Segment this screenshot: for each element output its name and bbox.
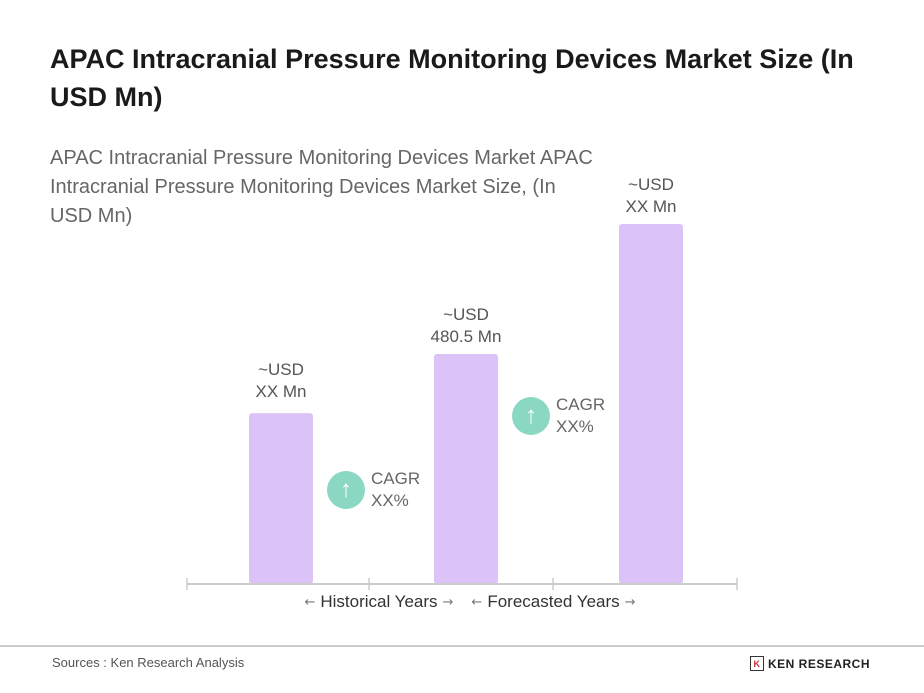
period-label: Forecasted Years — [487, 592, 620, 611]
logo-text: KEN RESEARCH — [768, 656, 871, 671]
cagr-label: CAGR — [556, 395, 606, 414]
period-forecast: ← Forecasted Years → — [471, 592, 635, 612]
bar-2 — [434, 354, 498, 584]
ken-research-logo: K KEN RESEARCH — [750, 656, 870, 671]
arrow-left-icon: ← — [471, 594, 483, 610]
data-label-line: 480.5 Mn — [430, 327, 502, 346]
source-note: Sources : Ken Research Analysis — [52, 655, 245, 670]
arrow-up-icon: ↑ — [512, 397, 550, 435]
arrow-up-icon: ↑ — [327, 471, 365, 509]
data-label-line: ~USD — [628, 175, 674, 194]
cagr-badge-2: ↑ CAGR XX% — [512, 394, 605, 438]
chart-title: APAC Intracranial Pressure Monitoring De… — [50, 44, 854, 112]
period-legend: ← Historical Years → ← Forecasted Years … — [240, 592, 700, 612]
period-label: Historical Years — [320, 592, 438, 611]
cagr-label: CAGR — [371, 469, 421, 488]
logo-mark-icon: K — [750, 656, 764, 671]
period-historical: ← Historical Years → — [304, 592, 453, 612]
bar-1 — [249, 413, 313, 584]
data-label-line: ~USD — [258, 360, 304, 379]
data-label-2: ~USD 480.5 Mn — [426, 304, 506, 348]
cagr-value: XX% — [371, 491, 409, 510]
data-label-3: ~USD XX Mn — [611, 174, 691, 218]
data-label-line: XX Mn — [625, 197, 677, 216]
arrow-left-icon: ← — [304, 594, 316, 610]
data-label-1: ~USD XX Mn — [241, 359, 321, 403]
bar-3 — [619, 224, 683, 584]
arrow-right-icon: → — [624, 594, 636, 610]
data-label-line: XX Mn — [255, 382, 307, 401]
chart-subtitle: APAC Intracranial Pressure Monitoring De… — [50, 147, 593, 227]
cagr-value: XX% — [556, 417, 594, 436]
footer-divider — [0, 645, 924, 647]
arrow-right-icon: → — [442, 594, 454, 610]
data-label-line: ~USD — [443, 305, 489, 324]
cagr-badge-1: ↑ CAGR XX% — [327, 468, 420, 512]
